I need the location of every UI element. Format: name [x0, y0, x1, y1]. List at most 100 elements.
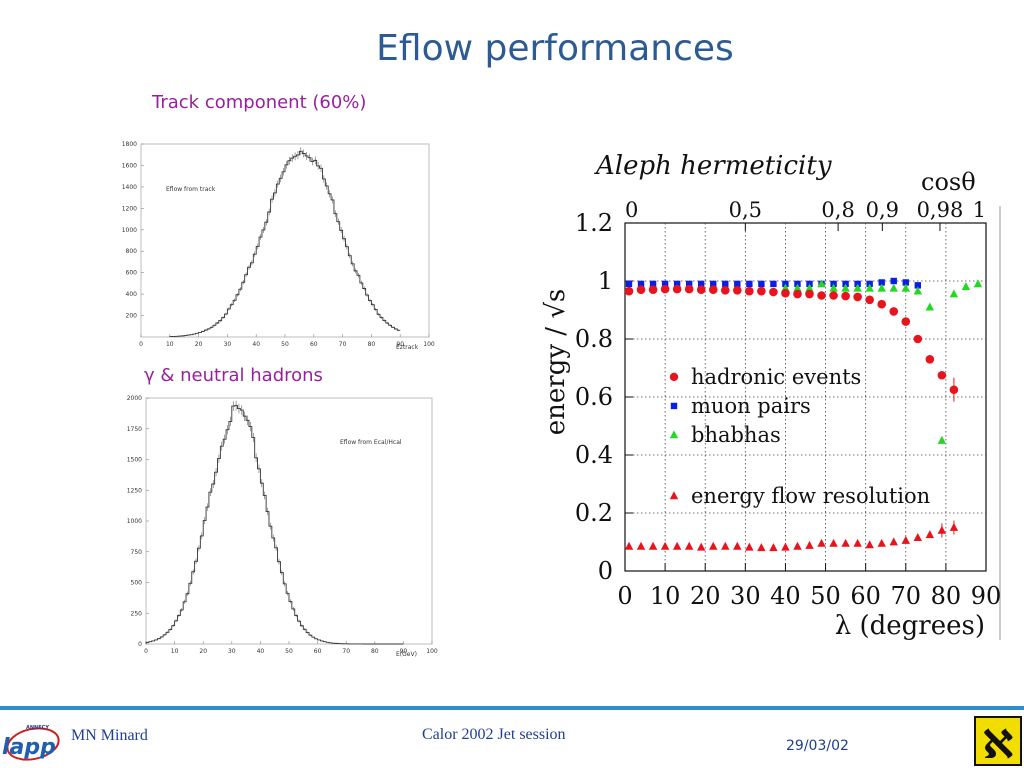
- muon-point: [878, 279, 885, 286]
- bhabha-point: [865, 283, 874, 292]
- legend-label-bhabha: bhabhas: [691, 423, 781, 447]
- neutral-histogram-curve: [145, 405, 404, 645]
- scatter-xtick-label: 10: [650, 582, 681, 610]
- resolution-point: [901, 535, 910, 544]
- bhabha-point: [949, 289, 959, 298]
- scatter-ytick-label: 1: [598, 267, 613, 295]
- histogram-xtick-label: 60: [310, 341, 318, 348]
- scatter-xtick-label: 40: [770, 582, 801, 610]
- histogram-ytick-label: 800: [126, 248, 138, 255]
- scatter-top-tick-label: 0,9: [866, 198, 899, 222]
- legend-marker-muon: [670, 402, 678, 410]
- hadronic-point: [841, 291, 850, 301]
- scatter-xtick-label: 30: [730, 582, 761, 610]
- hadronic-point: [805, 289, 814, 299]
- scatter-top-tick-label: 0,8: [821, 198, 854, 222]
- bhabha-point: [889, 283, 898, 292]
- hadronic-point: [745, 286, 754, 296]
- scatter-top-tick-label: 0,5: [729, 198, 762, 222]
- hadronic-point: [769, 287, 778, 297]
- track-component-heading: Track component (60%): [152, 92, 367, 113]
- resolution-point: [709, 541, 718, 550]
- histogram-xtick-label: 0: [139, 341, 143, 348]
- scatter-ytick-label: 0.2: [575, 499, 613, 527]
- muon-point: [746, 280, 753, 288]
- hadronic-point: [624, 286, 634, 296]
- hadronic-point: [913, 334, 923, 344]
- scatter-ytick-label: 0.6: [575, 383, 613, 411]
- neutral-histogram-xlabel: E(GeV): [396, 651, 417, 658]
- histogram-xtick-label: 0: [144, 648, 148, 655]
- scatter-ylabel: energy / √s: [541, 289, 571, 435]
- resolution-point: [781, 542, 790, 551]
- resolution-point: [672, 541, 682, 550]
- resolution-point: [624, 541, 634, 550]
- histogram-ytick-label: 1250: [127, 487, 142, 494]
- histogram-xtick-label: 30: [228, 648, 236, 655]
- footer-session: Calor 2002 Jet session: [422, 726, 566, 743]
- neutral-hadrons-heading: γ & neutral hadrons: [144, 365, 323, 386]
- hadronic-point: [817, 291, 826, 300]
- bhabha-point: [973, 279, 983, 288]
- histogram-ytick-label: 500: [131, 580, 143, 587]
- histogram-ytick-label: 1400: [122, 184, 137, 191]
- bhabha-point: [901, 283, 910, 292]
- hadronic-point: [949, 385, 959, 395]
- muon-point: [649, 280, 657, 288]
- hadronic-point: [901, 317, 911, 326]
- resolution-point: [877, 538, 886, 547]
- resolution-point: [648, 541, 658, 550]
- histogram-ytick-label: 1600: [122, 162, 137, 169]
- histogram-xtick-label: 10: [166, 341, 174, 348]
- histogram-xtick-label: 70: [339, 341, 347, 348]
- resolution-point: [721, 541, 730, 550]
- muon-point: [685, 280, 693, 288]
- hadronic-point: [708, 285, 718, 294]
- resolution-point: [757, 543, 766, 552]
- hadronic-point: [793, 289, 802, 299]
- hadronic-point: [877, 299, 887, 309]
- histogram-xtick-label: 50: [285, 648, 293, 655]
- legend-marker-resolution: [669, 491, 679, 500]
- hadronic-point: [757, 286, 766, 296]
- track-histogram-curve: [169, 150, 401, 338]
- histogram-ytick-label: 1500: [127, 457, 142, 464]
- histogram-xtick-label: 20: [195, 341, 203, 348]
- histogram-ytick-label: 0: [138, 641, 142, 648]
- muon-point: [914, 282, 922, 289]
- muon-point: [661, 280, 669, 288]
- scatter-top-tick-label: 0: [625, 198, 638, 222]
- histogram-xtick-label: 90: [400, 648, 408, 655]
- hadronic-point: [672, 284, 682, 294]
- scatter-xtick-label: 20: [690, 582, 721, 610]
- histogram-xtick-label: 40: [252, 341, 260, 348]
- histogram-xtick-label: 10: [171, 648, 179, 655]
- bhabha-point: [793, 283, 802, 292]
- histogram-xtick-label: 100: [426, 648, 438, 655]
- scatter-xtick-label: 80: [931, 582, 962, 610]
- slide-title: Eflow performances: [376, 28, 734, 69]
- resolution-point: [684, 541, 694, 550]
- footer-date: 29/03/02: [786, 738, 849, 754]
- lapp-logo: ANNECY lapp: [0, 716, 62, 764]
- scatter-top-tick-label: 1: [973, 198, 986, 222]
- hadronic-point: [925, 355, 935, 364]
- scatter-title: Aleph hermeticity: [594, 151, 832, 181]
- muon-point: [770, 280, 777, 288]
- resolution-point: [889, 537, 898, 546]
- histogram-ytick-label: 1000: [127, 518, 142, 525]
- resolution-point: [937, 525, 947, 534]
- track-histogram-frame: [140, 143, 430, 338]
- hadronic-point: [720, 285, 730, 295]
- neutral-histogram: 0 250 500 750 1000 1250 1500 1750 2000 0 10 20 30 40…: [127, 395, 438, 658]
- resolution-point: [660, 541, 670, 550]
- histogram-ytick-label: 400: [126, 291, 138, 298]
- bhabha-point: [817, 279, 826, 288]
- hadronic-point: [636, 285, 646, 294]
- hadronic-point: [660, 284, 670, 294]
- neutral-histogram-frame: [145, 397, 433, 645]
- legend-label-muon: muon pairs: [691, 394, 811, 418]
- hadronic-point: [865, 295, 874, 305]
- muon-point: [758, 280, 765, 288]
- resolution-point: [769, 543, 778, 552]
